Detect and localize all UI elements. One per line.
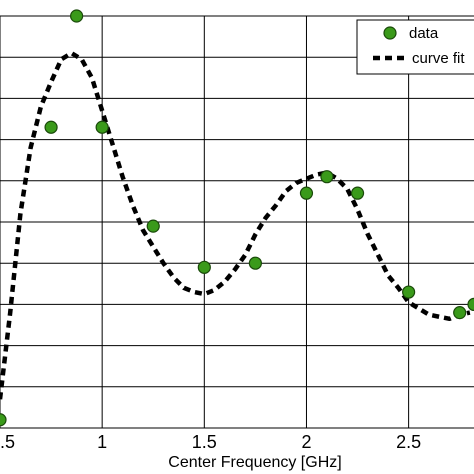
data-points-layer — [0, 9, 474, 427]
x-tick-label: 1.5 — [192, 432, 217, 452]
data-point — [0, 413, 7, 427]
data-point — [197, 260, 211, 274]
legend-label-data: data — [409, 25, 439, 42]
data-point — [70, 9, 84, 23]
data-point — [248, 256, 262, 270]
legend-box — [356, 19, 474, 75]
grid — [0, 15, 474, 429]
data-point — [467, 297, 474, 311]
x-tick-label: 2.5 — [396, 432, 421, 452]
legend-marker-data — [383, 26, 397, 40]
data-point — [95, 120, 109, 134]
curve-fit-layer — [0, 50, 471, 400]
data-point — [320, 170, 334, 184]
data-point — [402, 285, 416, 299]
data-point — [44, 120, 58, 134]
legend-label-curve-fit: curve fit — [412, 50, 465, 67]
x-tick-label: .5 — [0, 432, 15, 452]
data-point — [299, 186, 314, 200]
legend: data curve fit — [356, 19, 474, 75]
data-point — [453, 306, 467, 320]
data-point — [146, 219, 160, 233]
x-tick-label: 2 — [301, 432, 311, 452]
x-tick-label: 1 — [97, 432, 107, 452]
x-tick-labels: .5 1 1.5 2 2.5 — [0, 432, 421, 452]
x-axis-title: Center Frequency [GHz] — [168, 454, 341, 471]
data-point — [350, 186, 365, 200]
curve-fit-line — [0, 50, 471, 400]
